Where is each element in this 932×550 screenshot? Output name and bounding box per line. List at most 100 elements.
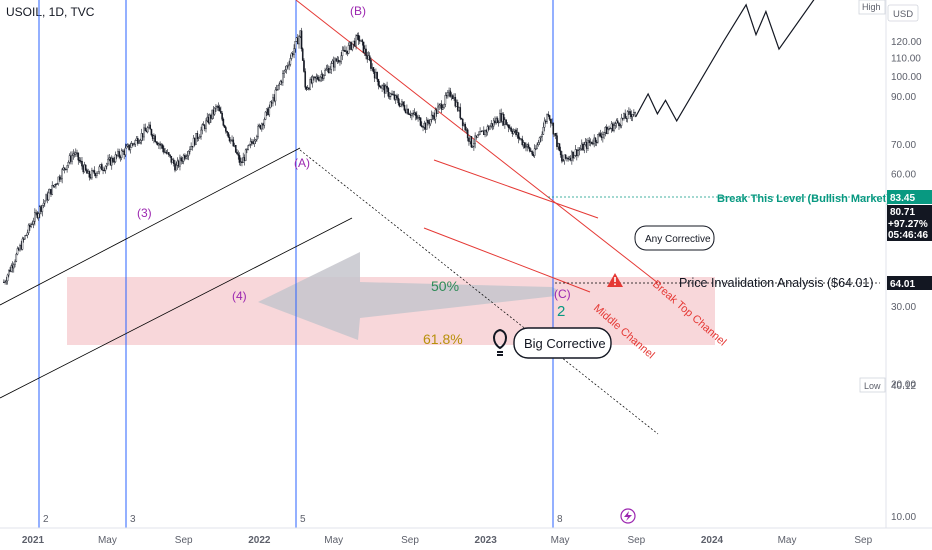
price-bar-body bbox=[113, 161, 116, 163]
cycle-number: 2 bbox=[43, 514, 49, 525]
price-bar-body bbox=[401, 101, 403, 105]
price-bar-body bbox=[213, 107, 216, 115]
lightning-icon[interactable] bbox=[620, 508, 636, 524]
price-bar-body bbox=[36, 212, 39, 218]
price-bar-body bbox=[559, 150, 562, 156]
price-bar-body bbox=[378, 85, 381, 87]
price-bar-body bbox=[342, 49, 345, 51]
price-bar-body bbox=[497, 122, 500, 124]
price-bar-body bbox=[94, 173, 97, 177]
price-bar-body bbox=[156, 142, 159, 146]
price-bar-body bbox=[285, 65, 288, 70]
price-bar-body bbox=[67, 162, 70, 166]
time-tick-label: 2021 bbox=[22, 535, 45, 546]
price-bar-body bbox=[345, 50, 347, 52]
price-bar-body bbox=[51, 185, 54, 195]
price-bar-body bbox=[365, 48, 367, 56]
price-bar-body bbox=[110, 157, 113, 166]
price-bar-body bbox=[380, 86, 382, 89]
price-bar-body bbox=[566, 157, 568, 159]
price-bar-body bbox=[572, 151, 574, 159]
big-corrective-box[interactable] bbox=[513, 327, 612, 359]
price-bar-body bbox=[408, 113, 411, 115]
price-bar-body bbox=[629, 111, 631, 115]
price-bar-body bbox=[45, 194, 47, 202]
price-bar-body bbox=[248, 144, 251, 146]
price-bar-body bbox=[83, 164, 86, 173]
price-bar-body bbox=[319, 76, 321, 81]
price-bar-body bbox=[239, 161, 242, 163]
price-bar-body bbox=[120, 150, 123, 158]
price-bar-body bbox=[600, 135, 603, 138]
price-bar-body bbox=[504, 119, 506, 125]
price-bar-body bbox=[478, 134, 480, 136]
price-bar-body bbox=[99, 164, 102, 168]
price-bar-body bbox=[194, 137, 196, 145]
price-bar-body bbox=[360, 39, 362, 42]
price-bar-body bbox=[159, 143, 161, 146]
price-bar-body bbox=[576, 149, 578, 156]
price-bar-body bbox=[525, 146, 527, 149]
currency-badge[interactable] bbox=[887, 4, 919, 22]
price-bar-body bbox=[299, 30, 302, 37]
price-bar-body bbox=[215, 106, 217, 109]
price-bar-body bbox=[602, 134, 604, 138]
price-bar-body bbox=[473, 143, 475, 147]
price-bar-body bbox=[430, 114, 433, 120]
price-bar-body bbox=[63, 167, 66, 170]
price-bar-body bbox=[53, 184, 56, 187]
price-bar-body bbox=[149, 124, 151, 130]
price-bar-body bbox=[607, 129, 609, 135]
price-bar-body bbox=[92, 170, 94, 172]
price-bar-body bbox=[440, 103, 443, 110]
price-bar-body bbox=[39, 206, 41, 214]
price-bar-body bbox=[634, 112, 636, 114]
price-bar-body bbox=[471, 146, 474, 148]
price-bar-body bbox=[238, 155, 241, 163]
price-bar-body bbox=[103, 169, 106, 171]
cycle-lines bbox=[38, 0, 554, 528]
price-bar-body bbox=[129, 147, 132, 150]
price-bar-body bbox=[265, 108, 268, 113]
price-bar-body bbox=[16, 248, 19, 255]
price-bar-body bbox=[527, 144, 530, 148]
price-bar-body bbox=[331, 60, 334, 64]
price-bar-body bbox=[27, 224, 30, 234]
price-bar-body bbox=[631, 114, 634, 118]
price-bar-body bbox=[514, 129, 516, 132]
price-bar-body bbox=[321, 74, 324, 79]
price-bar-body bbox=[475, 135, 478, 138]
price-bar-body bbox=[267, 108, 269, 116]
price-bar-body bbox=[543, 120, 546, 128]
any-corrective-box[interactable] bbox=[634, 225, 715, 251]
price-bar-body bbox=[443, 104, 445, 108]
price-bar-body bbox=[138, 142, 140, 144]
price-bar-body bbox=[56, 183, 58, 185]
price-bar-body bbox=[50, 189, 52, 195]
price-bar-body bbox=[259, 125, 262, 130]
price-bar-body bbox=[132, 143, 134, 145]
price-bar-body bbox=[218, 107, 221, 112]
price-bar-body bbox=[352, 40, 355, 45]
price-bar-body bbox=[184, 155, 186, 159]
price-bar-body bbox=[182, 155, 185, 162]
price-bar-body bbox=[344, 49, 346, 52]
price-bar-body bbox=[517, 132, 520, 139]
price-bar-body bbox=[144, 127, 147, 131]
price-bar-body bbox=[326, 68, 329, 70]
price-bar-body bbox=[8, 269, 10, 276]
price-bar-body bbox=[492, 120, 495, 127]
price-bar-body bbox=[611, 123, 614, 131]
price-bar-body bbox=[42, 202, 45, 206]
price-bar-body bbox=[230, 139, 232, 142]
price-bar-body bbox=[52, 185, 55, 187]
price-bar-body bbox=[60, 178, 62, 180]
price-bar-body bbox=[449, 90, 452, 97]
price-bar-body bbox=[625, 118, 628, 120]
price-bar-body bbox=[561, 154, 563, 162]
price-bar-body bbox=[283, 70, 285, 75]
price-bar-body bbox=[280, 81, 283, 83]
price-bar-body bbox=[536, 144, 538, 149]
price-bar-body bbox=[553, 133, 556, 135]
